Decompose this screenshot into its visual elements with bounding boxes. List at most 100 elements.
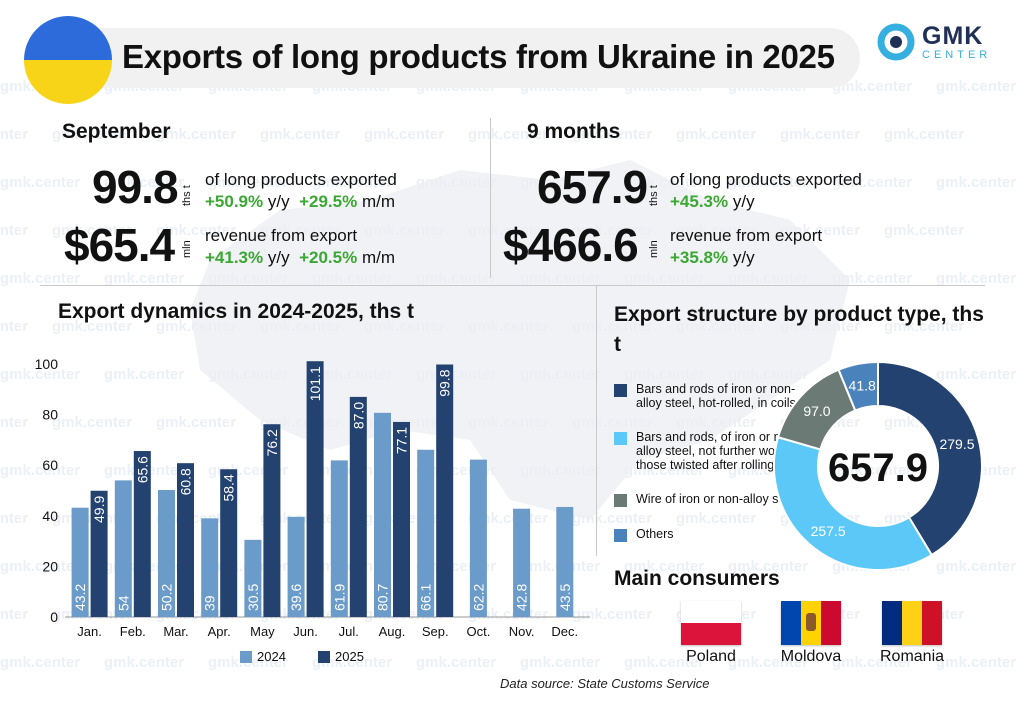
y-tick-label: 80 bbox=[42, 407, 58, 423]
bar-2025-feb bbox=[133, 451, 151, 617]
nine-months-revenue-unit: mln bbox=[648, 240, 660, 258]
bar-2024-dec bbox=[556, 506, 574, 617]
watermark-text: gmk.center bbox=[884, 222, 965, 239]
legend-label-others: Others bbox=[636, 527, 674, 541]
bar-label-2025: 60.8 bbox=[178, 468, 194, 495]
bar-label-2024: 42.8 bbox=[514, 584, 530, 611]
legend-label-bars-coils: Bars and rods of iron or non-alloy steel… bbox=[636, 382, 796, 410]
september-revenue: $65.4 bbox=[64, 219, 175, 271]
bar-2025-jun bbox=[306, 361, 324, 617]
bar-label-2024: 50.2 bbox=[159, 584, 175, 611]
bar-2024-apr bbox=[201, 518, 219, 617]
x-tick-label: Nov. bbox=[509, 624, 535, 639]
country-romania: Romania bbox=[879, 648, 945, 665]
page-title: Exports of long products from Ukraine in… bbox=[122, 38, 835, 75]
bar-2024-jul bbox=[330, 460, 348, 617]
september-volume-mm: +29.5% bbox=[299, 192, 358, 211]
gmk-center-logo: GMK CENTER bbox=[876, 22, 991, 62]
bar-2024-may bbox=[244, 539, 262, 617]
september-revenue-mm: +20.5% bbox=[299, 248, 358, 267]
legend-label-wire: Wire of iron or non-alloy steel bbox=[636, 492, 799, 506]
bar-label-2024: 66.1 bbox=[418, 584, 434, 611]
bar-label-2025: 76.2 bbox=[264, 429, 280, 456]
x-tick-label: Aug. bbox=[379, 624, 406, 639]
x-tick-label: Mar. bbox=[163, 624, 188, 639]
poland-flag-icon bbox=[681, 601, 741, 645]
bar-2025-aug bbox=[393, 421, 410, 617]
nine-months-revenue-change: +35.8% y/y bbox=[670, 248, 755, 268]
bar-label-2024: 30.5 bbox=[245, 584, 261, 611]
bar-chart-title: Export dynamics in 2024-2025, ths t bbox=[58, 300, 414, 323]
country-poland: Poland bbox=[686, 648, 736, 665]
legend-item-others: Others bbox=[614, 527, 811, 542]
legend-item-bars-coils: Bars and rods of iron or non-alloy steel… bbox=[614, 382, 811, 410]
legend-label-2024: 2024 bbox=[257, 649, 286, 664]
september-volume-desc: of long products exported bbox=[205, 170, 397, 189]
y-tick-label: 60 bbox=[42, 457, 58, 473]
nine-months-volume-change: +45.3% y/y bbox=[670, 192, 755, 212]
bar-label-2024: 43.2 bbox=[72, 584, 88, 611]
legend-label-2025: 2025 bbox=[335, 649, 364, 664]
bar-2025-apr bbox=[220, 469, 238, 617]
slice-value-label: 97.0 bbox=[803, 403, 830, 419]
bar-2024-oct bbox=[469, 459, 487, 617]
gmk-logo-icon bbox=[877, 23, 915, 61]
country-moldova: Moldova bbox=[780, 648, 842, 665]
bar-2025-jan bbox=[90, 490, 108, 617]
kpi-divider bbox=[490, 118, 491, 278]
romania-flag-icon bbox=[882, 601, 942, 645]
nine-months-revenue-desc: revenue from export bbox=[670, 226, 823, 245]
legend-item-wire: Wire of iron or non-alloy steel bbox=[614, 492, 811, 507]
bar-2025-sep bbox=[436, 364, 454, 617]
yy-suffix: y/y bbox=[267, 192, 290, 211]
x-tick-label: Dec. bbox=[551, 624, 578, 639]
bar-2024-jun bbox=[287, 516, 305, 617]
x-tick-label: Apr. bbox=[208, 624, 231, 639]
nine-months-volume-yy: +45.3% bbox=[670, 192, 729, 211]
mm-suffix: m/m bbox=[361, 192, 395, 211]
nine-months-revenue: $466.6 bbox=[503, 219, 639, 271]
watermark-text: gmk.center bbox=[936, 78, 1017, 95]
bar-label-2024: 39 bbox=[202, 595, 218, 611]
moldova-flag-icon bbox=[781, 601, 841, 645]
mm-suffix: m/m bbox=[361, 248, 395, 267]
bar-2024-mar bbox=[158, 489, 175, 617]
nine-months-volume-desc: of long products exported bbox=[670, 170, 862, 189]
x-tick-label: Jul. bbox=[339, 624, 359, 639]
september-volume-change: +50.9% y/y +29.5% m/m bbox=[205, 192, 395, 212]
donut-center-total: 657.9 bbox=[828, 446, 928, 490]
x-tick-label: Jun. bbox=[293, 624, 318, 639]
slice-value-label: 257.5 bbox=[811, 523, 846, 539]
x-tick-label: Sep. bbox=[422, 624, 449, 639]
legend-swatch-2025 bbox=[318, 651, 330, 663]
slice-others bbox=[837, 360, 879, 412]
logo-main-text: GMK bbox=[922, 21, 984, 50]
watermark-text: gmk.center bbox=[884, 126, 965, 143]
legend-item-bars-rods: Bars and rods, of iron or non-alloy stee… bbox=[614, 430, 811, 472]
bar-2024-feb bbox=[114, 480, 132, 617]
september-revenue-desc: revenue from export bbox=[205, 226, 358, 245]
bar-2025-may bbox=[263, 424, 281, 617]
y-tick-label: 0 bbox=[50, 609, 58, 625]
bar-2024-sep bbox=[417, 449, 435, 617]
yy-suffix: y/y bbox=[732, 248, 755, 267]
legend-swatch-wire bbox=[614, 494, 627, 507]
slice-value-label: 279.5 bbox=[939, 436, 974, 452]
nine-months-volume: 657.9 bbox=[537, 161, 648, 213]
watermark-text: gmk.center bbox=[936, 174, 1017, 191]
data-source: Data source: State Customs Service bbox=[500, 676, 710, 691]
september-revenue-yy: +41.3% bbox=[205, 248, 264, 267]
legend-swatch-2024 bbox=[240, 651, 252, 663]
bar-label-2024: 43.5 bbox=[557, 584, 573, 611]
bar-label-2024: 61.9 bbox=[331, 584, 347, 611]
legend-label-bars-rods: Bars and rods, of iron or non-alloy stee… bbox=[636, 430, 800, 472]
nine-months-label: 9 months bbox=[527, 120, 621, 143]
slice-bars-rods bbox=[773, 435, 934, 571]
bar-label-2025: 49.9 bbox=[91, 496, 107, 523]
logo-sub-text: CENTER bbox=[922, 48, 992, 61]
y-tick-label: 20 bbox=[42, 558, 58, 574]
bar-2024-nov bbox=[513, 508, 531, 617]
bar-label-2025: 101.1 bbox=[307, 366, 323, 401]
legend-swatch-others bbox=[614, 529, 627, 542]
bar-2024-jan bbox=[71, 507, 89, 617]
